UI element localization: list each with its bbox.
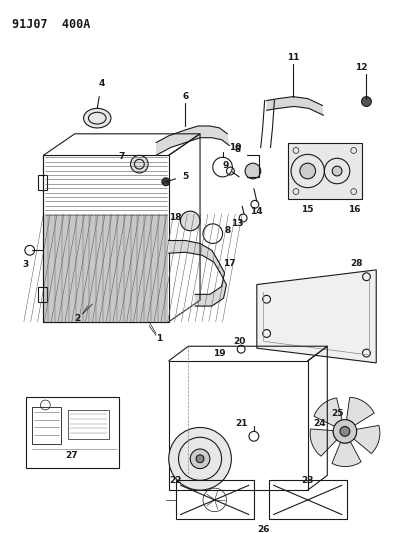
Bar <box>26 397 119 467</box>
Polygon shape <box>195 260 227 306</box>
Text: 1: 1 <box>156 334 162 343</box>
Polygon shape <box>156 126 229 155</box>
Bar <box>44 214 168 322</box>
Polygon shape <box>332 442 361 466</box>
Text: 8: 8 <box>224 226 231 235</box>
Bar <box>68 410 109 439</box>
Text: 6: 6 <box>182 92 189 101</box>
Polygon shape <box>310 429 337 456</box>
Polygon shape <box>257 270 376 363</box>
Text: 3: 3 <box>23 261 29 270</box>
Polygon shape <box>267 96 323 115</box>
Circle shape <box>362 96 371 107</box>
Text: 26: 26 <box>257 525 270 533</box>
Circle shape <box>130 155 148 173</box>
Bar <box>269 480 347 520</box>
Text: 27: 27 <box>65 451 78 461</box>
Polygon shape <box>347 397 374 425</box>
Text: 10: 10 <box>229 143 242 152</box>
Text: 2: 2 <box>75 314 81 324</box>
Text: 20: 20 <box>233 337 245 346</box>
Circle shape <box>300 163 316 179</box>
Text: 13: 13 <box>231 220 244 228</box>
Text: 28: 28 <box>350 259 363 268</box>
Text: 12: 12 <box>355 63 368 72</box>
Text: 7: 7 <box>118 152 125 161</box>
Bar <box>176 480 254 520</box>
Circle shape <box>169 427 231 490</box>
Text: 23: 23 <box>301 476 314 485</box>
Ellipse shape <box>84 108 111 128</box>
Circle shape <box>333 419 357 443</box>
Text: 15: 15 <box>301 205 314 214</box>
Text: 5: 5 <box>182 172 189 181</box>
Bar <box>288 143 362 199</box>
Text: 11: 11 <box>287 53 299 62</box>
Text: 19: 19 <box>213 349 226 358</box>
Polygon shape <box>314 398 342 426</box>
Text: 8: 8 <box>234 145 240 154</box>
Bar <box>38 175 47 190</box>
Circle shape <box>181 211 200 231</box>
Text: 91J07  400A: 91J07 400A <box>12 18 90 31</box>
Circle shape <box>162 178 170 185</box>
Text: 16: 16 <box>348 205 361 214</box>
Bar <box>43 155 169 322</box>
Circle shape <box>196 455 204 463</box>
Text: 9: 9 <box>222 160 229 169</box>
Circle shape <box>340 426 350 437</box>
Text: 18: 18 <box>169 214 182 222</box>
Text: 14: 14 <box>250 207 263 216</box>
Polygon shape <box>354 425 380 454</box>
Text: 4: 4 <box>99 79 105 88</box>
Text: 21: 21 <box>235 419 247 428</box>
Text: 17: 17 <box>223 259 236 268</box>
Text: 22: 22 <box>169 476 182 485</box>
Polygon shape <box>169 240 220 272</box>
Text: 25: 25 <box>331 409 343 418</box>
Bar <box>169 361 308 490</box>
Circle shape <box>190 449 210 469</box>
Circle shape <box>245 163 261 179</box>
Circle shape <box>332 166 342 176</box>
Bar <box>32 407 61 444</box>
Bar <box>38 287 47 302</box>
Text: 24: 24 <box>313 419 326 428</box>
